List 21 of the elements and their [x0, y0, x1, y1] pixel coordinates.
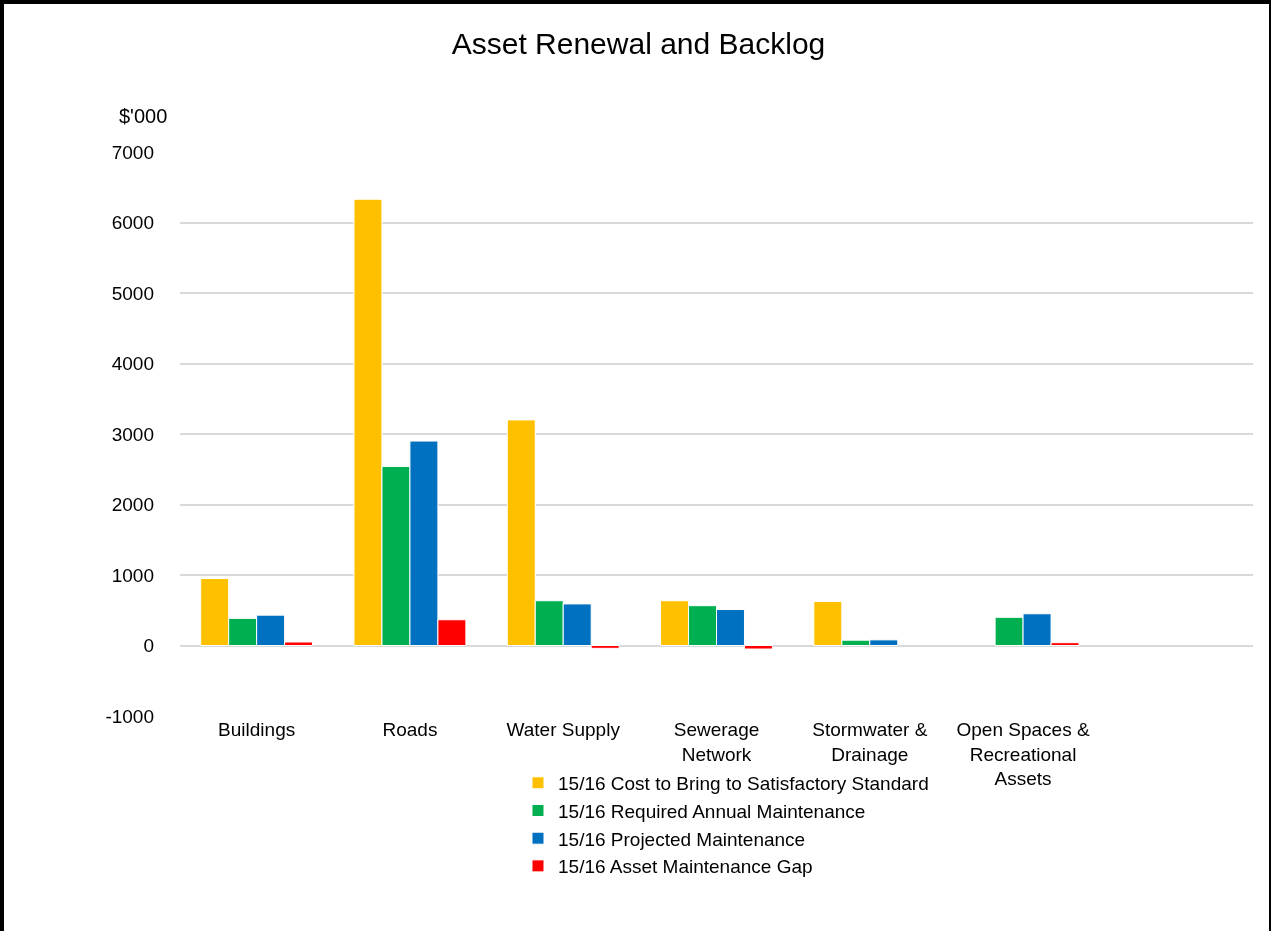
y-tick-label: 2000	[111, 494, 154, 516]
y-tick-label: -1000	[105, 705, 154, 727]
x-tick-label: Stormwater & Drainage	[812, 719, 928, 765]
x-tick-label: Sewerage Network	[673, 719, 760, 765]
y-tick-label: 5000	[111, 282, 154, 304]
x-tick-label: Water Supply	[506, 719, 621, 740]
x-tick-label: Buildings	[218, 719, 296, 740]
y-tick-label: 3000	[111, 423, 154, 445]
y-tick-label: 7000	[111, 141, 154, 163]
y-axis-title: $'000	[119, 105, 168, 127]
legend-label: 15/16 Cost to Bring to Satisfactory Standard	[557, 773, 929, 795]
x-tick-label: Open Spaces & Recreational Assets	[956, 719, 1090, 790]
legend-label: 15/16 Projected Maintenance	[557, 828, 806, 850]
y-tick-label: 0	[143, 635, 154, 657]
y-tick-label: 4000	[111, 353, 154, 375]
legend-label: 15/16 Required Annual Maintenance	[557, 800, 866, 822]
chart-title: Asset Renewal and Backlog	[451, 26, 826, 60]
x-tick-label: Roads	[382, 719, 438, 740]
y-tick-label: 1000	[111, 564, 154, 586]
y-tick-label: 6000	[111, 212, 154, 234]
legend-label: 15/16 Asset Maintenance Gap	[557, 856, 813, 878]
